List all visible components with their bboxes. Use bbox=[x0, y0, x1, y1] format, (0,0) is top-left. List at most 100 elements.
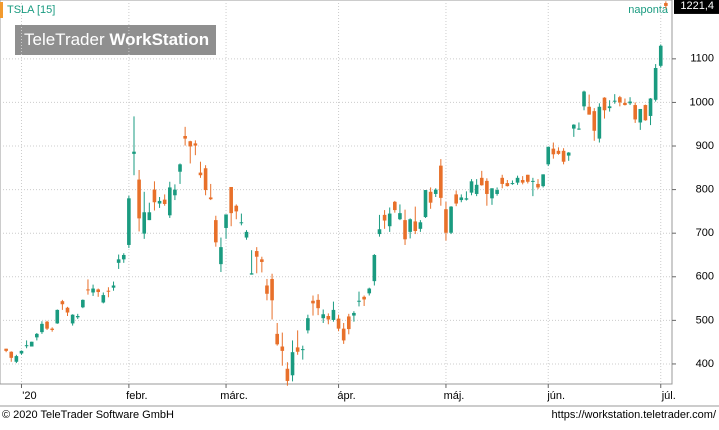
candle-body bbox=[81, 299, 85, 308]
candle-body bbox=[505, 183, 510, 187]
candle-body bbox=[40, 323, 44, 333]
candle-body bbox=[423, 190, 428, 218]
candle-body bbox=[495, 190, 499, 194]
footer-left: © 2020 TeleTrader Software GmbH bbox=[2, 409, 174, 421]
candle-body bbox=[9, 351, 14, 358]
x-tick-label: márc. bbox=[220, 390, 248, 402]
candle-body bbox=[70, 314, 75, 324]
candle-body bbox=[587, 106, 591, 115]
candle-body bbox=[50, 328, 54, 330]
candle-body bbox=[178, 164, 182, 172]
candle-body bbox=[531, 180, 535, 182]
candle-body bbox=[249, 273, 254, 275]
candle-body bbox=[387, 213, 392, 227]
candle-body bbox=[444, 209, 448, 233]
candle-body bbox=[244, 231, 249, 238]
candle-body bbox=[198, 172, 203, 176]
series-marker bbox=[0, 2, 3, 18]
interval-label: naponta bbox=[628, 4, 669, 16]
candle-body bbox=[623, 102, 627, 106]
candle-body bbox=[188, 141, 193, 147]
candle-body bbox=[60, 301, 65, 305]
candle-body bbox=[311, 300, 315, 304]
candle-body bbox=[561, 150, 566, 162]
x-tick-label: '20 bbox=[22, 390, 36, 402]
y-tick-label: 1000 bbox=[690, 96, 714, 108]
candle-body bbox=[65, 307, 70, 313]
candle-body bbox=[111, 285, 116, 288]
watermark-box bbox=[15, 25, 216, 55]
y-tick-label: 800 bbox=[696, 184, 714, 196]
candle-body bbox=[336, 318, 341, 329]
candle-body bbox=[618, 97, 622, 103]
candle-body bbox=[648, 98, 653, 116]
candle-body bbox=[449, 206, 453, 233]
candle-body bbox=[536, 183, 540, 188]
candle-body bbox=[127, 198, 131, 245]
candle-body bbox=[572, 124, 576, 129]
x-tick-label: jún. bbox=[546, 390, 565, 402]
candle-body bbox=[382, 214, 387, 221]
candle-body bbox=[280, 346, 285, 351]
candle-body bbox=[500, 177, 505, 184]
x-tick-label: máj. bbox=[444, 390, 465, 402]
candle-body bbox=[592, 111, 597, 131]
candle-body bbox=[270, 278, 274, 301]
candle-body bbox=[162, 199, 167, 204]
candle-body bbox=[316, 299, 320, 309]
candle-body bbox=[137, 179, 141, 219]
x-tick-label: febr. bbox=[126, 390, 147, 402]
candle-body bbox=[121, 254, 126, 260]
candle-body bbox=[474, 184, 479, 194]
candle-body bbox=[428, 191, 433, 203]
candle-body bbox=[418, 222, 423, 229]
y-tick-label: 400 bbox=[696, 358, 714, 370]
x-tick-label: júl. bbox=[661, 390, 676, 402]
candle-body bbox=[116, 259, 121, 263]
x-tick-label: ápr. bbox=[337, 390, 355, 402]
candle-body bbox=[219, 247, 223, 265]
candle-body bbox=[602, 97, 607, 111]
candle-body bbox=[331, 309, 336, 320]
candle-body bbox=[367, 288, 372, 294]
candle-body bbox=[556, 150, 561, 154]
candle-body bbox=[173, 189, 177, 196]
candle-body bbox=[203, 168, 208, 191]
candle-body bbox=[285, 368, 290, 381]
candle-body bbox=[75, 316, 80, 318]
candle-body bbox=[142, 212, 147, 234]
candle-body bbox=[515, 177, 520, 183]
candle-body bbox=[433, 189, 438, 194]
watermark-part: WorkStation bbox=[109, 30, 209, 49]
candle-body bbox=[485, 180, 489, 194]
candle-body bbox=[55, 309, 60, 324]
candle-body bbox=[254, 251, 259, 257]
candle-body bbox=[597, 106, 602, 139]
candle-body bbox=[658, 45, 663, 66]
candle-body bbox=[24, 345, 29, 347]
candle-body bbox=[372, 254, 377, 282]
candle-body bbox=[157, 200, 162, 204]
candle-body bbox=[29, 341, 34, 347]
footer-right: https://workstation.teletrader.com/ bbox=[552, 409, 717, 421]
candle-body bbox=[300, 349, 305, 351]
candle-body bbox=[152, 189, 157, 203]
candle-body bbox=[408, 219, 412, 232]
candle-body bbox=[229, 186, 233, 214]
candle-body bbox=[290, 352, 295, 376]
candle-body bbox=[341, 328, 346, 341]
candle-body bbox=[469, 181, 474, 193]
y-tick-label: 900 bbox=[696, 140, 714, 152]
candle-body bbox=[224, 214, 228, 228]
candle-body bbox=[439, 165, 443, 198]
last-value-label: 1221,4 bbox=[680, 0, 714, 12]
candle-body bbox=[183, 135, 187, 139]
y-tick-label: 700 bbox=[696, 227, 714, 239]
candle-body bbox=[510, 183, 515, 185]
candle-body bbox=[612, 100, 617, 102]
candle-body bbox=[525, 174, 530, 182]
candle-body bbox=[459, 197, 464, 201]
candle-body bbox=[541, 174, 545, 187]
